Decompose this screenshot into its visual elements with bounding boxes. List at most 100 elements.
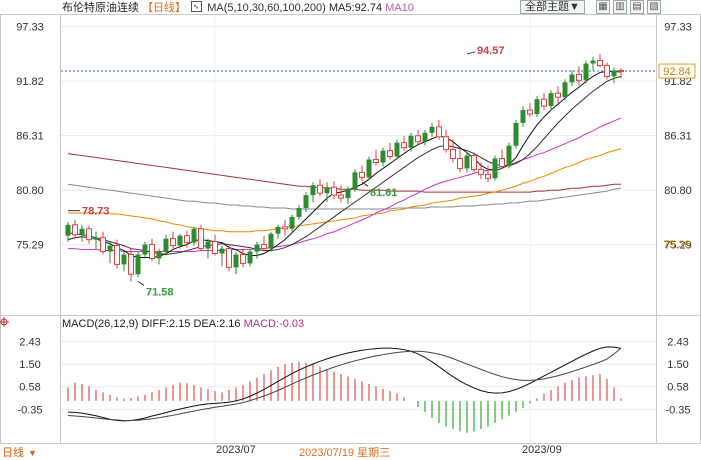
ma200-value-label: 75.36 [663, 239, 691, 251]
candle-body [485, 173, 491, 179]
candle-body [373, 159, 379, 163]
candle-body [289, 216, 295, 229]
period-selector-button[interactable]: 日线 ▼ [2, 444, 37, 460]
compare-chart-icon[interactable]: ▤ [630, 0, 644, 14]
y-tick-label-left: 86.31 [16, 131, 44, 143]
annotation-tick [466, 51, 476, 55]
candle-body [205, 241, 211, 249]
ma200-line [67, 183, 622, 210]
candle-body [429, 126, 435, 133]
candle-body [219, 248, 225, 254]
macd-tick-label-left: 0.58 [19, 382, 40, 394]
line-chart-icon[interactable]: ▧ [647, 0, 661, 14]
price-annotation: 71.58 [146, 286, 174, 298]
price-annotation: 78.73 [82, 206, 110, 218]
candle-body [401, 142, 407, 149]
macd-tick-label-right: 1.50 [667, 359, 688, 371]
candle-body [359, 171, 365, 178]
candle-body [268, 233, 274, 249]
candle-body [107, 245, 113, 252]
period-label[interactable]: 【日线】 [142, 2, 187, 14]
candle-body [142, 244, 148, 255]
y-tick-label-right: 86.31 [664, 131, 692, 143]
candle-body [317, 184, 323, 194]
ma-toggle-icon[interactable]: ∿ [191, 1, 203, 12]
candle-body [254, 244, 260, 252]
time-axis: 日线 ▼ 2023/07 2023/07/19 星期三 2023/09 [0, 443, 701, 459]
ma30-line [68, 117, 622, 253]
crosshair-date-label: 2023/07/19 星期三 [299, 447, 391, 459]
candle-body [72, 224, 78, 236]
annotation-tick [361, 181, 369, 187]
candle-body [282, 226, 288, 230]
macd-dea-value: DEA:2.16 [193, 318, 241, 330]
candle-body [492, 158, 498, 179]
macd-tick-label-right: -0.35 [665, 404, 690, 416]
bar-chart-icon[interactable]: ▥ [613, 0, 627, 14]
candle-body [303, 195, 309, 208]
candle-body [198, 228, 204, 250]
macd-header: MACD(26,12,9) DIFF:2.15 DEA:2.16 MACD:-0… [62, 318, 304, 330]
macd-tick-label-right: 2.43 [667, 336, 688, 348]
candle-body [499, 158, 505, 167]
macd-tick-label-left: -0.35 [17, 404, 42, 416]
theme-dropdown-button[interactable]: 全部主题▼ [520, 0, 585, 14]
macd-tick-label-left: 1.50 [19, 359, 40, 371]
price-annotations: 94.57 78.73 71.58 81.61 92.84 75.36 [68, 45, 696, 298]
candle-body [569, 74, 575, 83]
candle-body [590, 60, 596, 64]
macd-diff-line [67, 346, 622, 422]
candle-body [527, 109, 533, 115]
candle-body [513, 122, 519, 146]
candle-body [520, 110, 526, 123]
candle-body [177, 235, 183, 246]
ma60-line [68, 148, 622, 233]
y-tick-label-left: 80.80 [16, 185, 44, 197]
y-tick-label-left: 75.29 [16, 240, 44, 252]
y-tick-label-right: 75.29 [664, 240, 692, 252]
ma5-value: MA5:92.74 [328, 2, 383, 14]
y-tick-label-left: 97.33 [16, 22, 44, 34]
candle-body [275, 226, 281, 234]
candle-body [618, 69, 624, 72]
candle-body [331, 186, 337, 196]
candle-body [114, 245, 120, 265]
candle-body [597, 60, 603, 67]
grid-layout-icon[interactable]: ▦ [596, 0, 610, 14]
candle-body [296, 208, 302, 217]
candle-body [324, 187, 330, 194]
macd-panel [67, 346, 622, 433]
candle-body [212, 241, 218, 255]
candle-body [583, 63, 589, 81]
candle-body [240, 254, 246, 264]
period-selector-label: 日线 [2, 447, 24, 459]
candle-body [338, 194, 344, 199]
candle-body [366, 159, 372, 178]
candle-body [478, 168, 484, 175]
candle-body [576, 73, 582, 81]
candle-body [149, 244, 155, 259]
candle-body [163, 238, 169, 252]
candle-body [352, 172, 358, 190]
ma100-line [67, 153, 621, 193]
y-tick-label-left: 91.82 [16, 76, 44, 88]
ma-settings-label[interactable]: MA(5,10,30,60,100,200) [207, 2, 326, 14]
candle-body [394, 142, 400, 157]
macd-hist-value: MACD:-0.03 [243, 318, 305, 330]
x-tick-label-2: 2023/09 [522, 444, 562, 456]
candle-body [534, 99, 540, 114]
y-axis-labels: 97.33 97.33 91.82 91.82 86.31 86.31 80.80 80.80… [16, 22, 692, 417]
price-annotation: 94.57 [477, 45, 505, 57]
candle-body [79, 228, 85, 235]
macd-tick-label-left: 2.43 [19, 336, 40, 348]
candle-body [548, 93, 554, 107]
candle-body [604, 65, 610, 77]
macd-dea-line [67, 347, 622, 421]
candle-body [170, 238, 176, 247]
chart-header: 布伦特原油连续 【日线】 ∿ MA(5,10,30,60,100,200) MA… [62, 1, 414, 15]
instrument-title: 布伦特原油连续 [62, 2, 139, 14]
macd-params: MACD(26,12,9) [62, 318, 139, 330]
y-tick-label-right: 80.80 [664, 185, 692, 197]
ma10-value: MA10 [385, 2, 414, 14]
